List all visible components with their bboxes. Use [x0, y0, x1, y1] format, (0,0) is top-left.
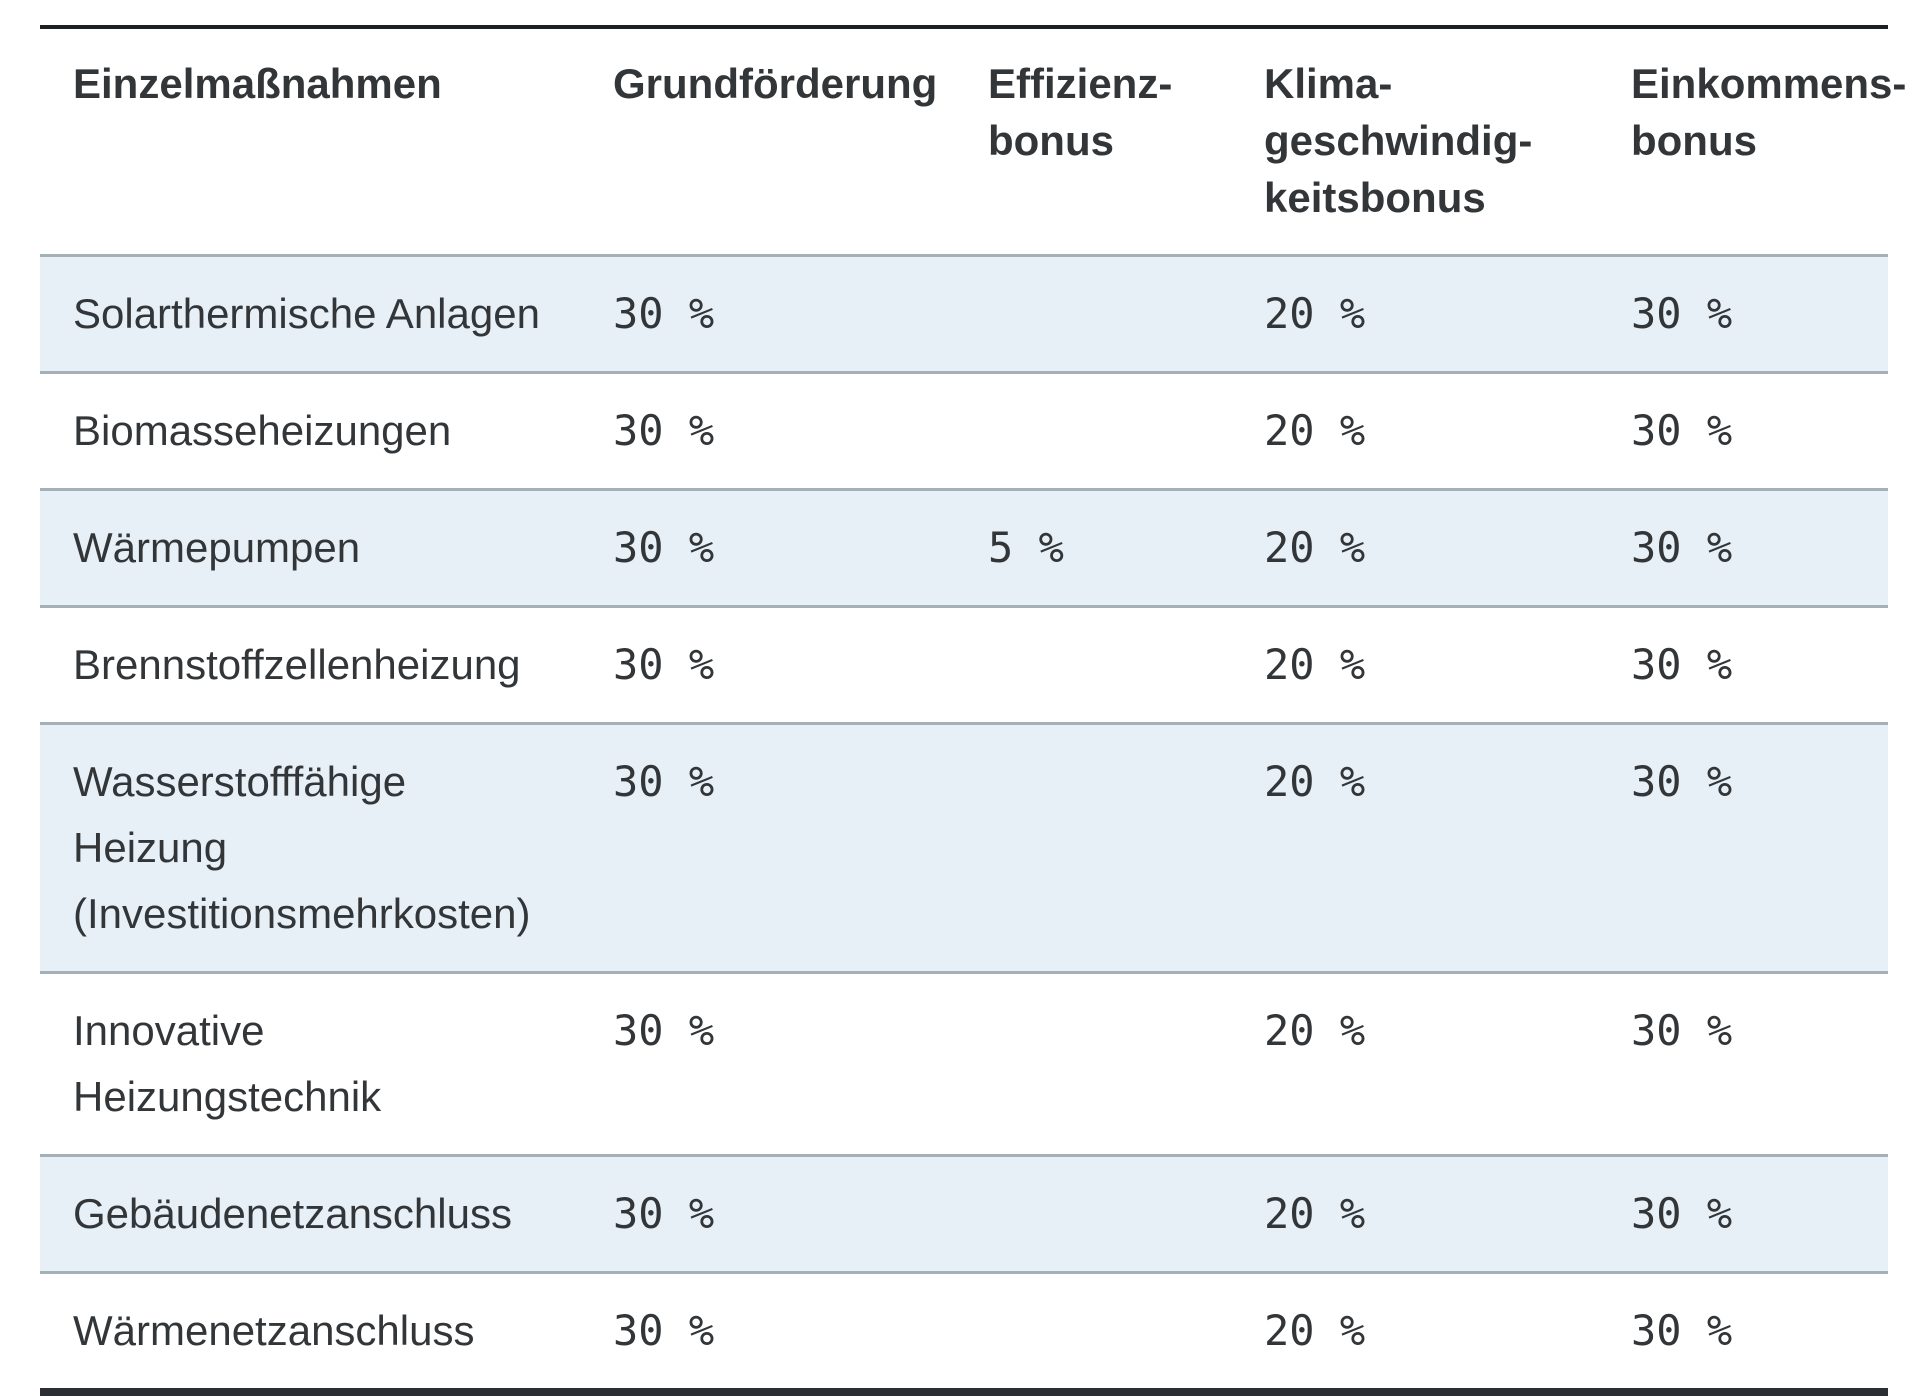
measure-name-cell: Brennstoffzellenheizung	[73, 641, 521, 688]
klimageschwindigkeitsbonus-cell: 20 %	[1264, 1006, 1366, 1055]
table-row: Innovative Heizungstechnik 30 % 20 % 30 …	[40, 972, 1888, 1156]
effizienzbonus-cell	[975, 256, 1250, 373]
klimageschwindigkeitsbonus-cell: 20 %	[1264, 289, 1366, 338]
effizienzbonus-cell	[975, 724, 1250, 973]
table-row: Wasserstofffähige Heizung (Investitionsm…	[40, 723, 1888, 973]
klimageschwindigkeitsbonus-cell: 20 %	[1264, 523, 1366, 572]
column-header-einkommensbonus: Einkommens- bonus	[1631, 60, 1907, 164]
grundfoerderung-cell: 30 %	[613, 640, 715, 689]
grundfoerderung-cell: 30 %	[613, 289, 715, 338]
column-header-grundfoerderung: Grundförderung	[613, 60, 938, 107]
effizienzbonus-cell: 5 %	[988, 523, 1064, 572]
einkommensbonus-cell: 30 %	[1631, 640, 1733, 689]
grundfoerderung-cell: 30 %	[613, 1006, 715, 1055]
measure-name-cell: Wärmenetzanschluss	[73, 1307, 475, 1354]
column-header-effizienzbonus: Effizienz- bonus	[988, 60, 1173, 164]
table-header-row: Einzelmaßnahmen Grundförderung Effizienz…	[40, 27, 1907, 256]
grundfoerderung-cell: 30 %	[613, 1306, 715, 1355]
grundfoerderung-cell: 30 %	[613, 757, 715, 806]
effizienzbonus-cell	[975, 973, 1250, 1156]
klimageschwindigkeitsbonus-cell: 20 %	[1264, 757, 1366, 806]
grundfoerderung-cell: 30 %	[613, 406, 715, 455]
grundfoerderung-cell: 30 %	[613, 1189, 715, 1238]
klimageschwindigkeitsbonus-cell: 20 %	[1264, 640, 1366, 689]
measure-name-cell: Wärmepumpen	[73, 524, 361, 571]
klimageschwindigkeitsbonus-cell: 20 %	[1264, 1189, 1366, 1238]
column-header-klimageschwindigkeitsbonus: Klima- geschwindig- keitsbonus	[1264, 60, 1533, 221]
einkommensbonus-cell: 30 %	[1631, 406, 1733, 455]
einkommensbonus-cell: 30 %	[1631, 523, 1733, 572]
table-row: Brennstoffzellenheizung 30 % 20 % 30 %	[40, 606, 1888, 724]
einkommensbonus-cell: 30 %	[1631, 1306, 1733, 1355]
column-header-einzelmassnahmen: Einzelmaßnahmen	[73, 60, 442, 107]
klimageschwindigkeitsbonus-cell: 20 %	[1264, 406, 1366, 455]
effizienzbonus-cell	[975, 1156, 1250, 1273]
measure-name-cell: Gebäudenetzanschluss	[73, 1190, 512, 1237]
effizienzbonus-cell	[975, 373, 1250, 490]
effizienzbonus-cell	[975, 607, 1250, 724]
foerderung-table: Einzelmaßnahmen Grundförderung Effizienz…	[40, 25, 1907, 1396]
klimageschwindigkeitsbonus-cell: 20 %	[1264, 1306, 1366, 1355]
table-row: Biomasseheizungen 30 % 20 % 30 %	[40, 372, 1888, 490]
grundfoerderung-cell: 30 %	[613, 523, 715, 572]
einkommensbonus-cell: 30 %	[1631, 1189, 1733, 1238]
einkommensbonus-cell: 30 %	[1631, 289, 1733, 338]
effizienzbonus-cell	[975, 1273, 1250, 1393]
table-row: Wärmepumpen 30 % 5 % 20 % 30 %	[40, 489, 1888, 607]
table-row: Solarthermische Anlagen 30 % 20 % 30 %	[40, 255, 1888, 373]
einkommensbonus-cell: 30 %	[1631, 757, 1733, 806]
measure-name-cell: Wasserstofffähige Heizung (Investitionsm…	[73, 758, 531, 937]
table-row: Gebäudenetzanschluss 30 % 20 % 30 %	[40, 1155, 1888, 1273]
measure-name-cell: Biomasseheizungen	[73, 407, 452, 454]
einkommensbonus-cell: 30 %	[1631, 1006, 1733, 1055]
measure-name-cell: Innovative Heizungstechnik	[73, 1007, 382, 1120]
measure-name-cell: Solarthermische Anlagen	[73, 290, 540, 337]
table-row: Wärmenetzanschluss 30 % 20 % 30 %	[40, 1272, 1888, 1393]
